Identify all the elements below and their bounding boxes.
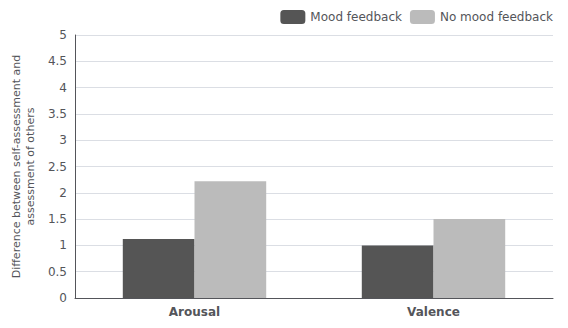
svg-text:2: 2	[59, 186, 67, 200]
svg-text:0.5: 0.5	[48, 265, 67, 279]
svg-text:1: 1	[59, 238, 67, 252]
svg-text:1.5: 1.5	[48, 212, 67, 226]
svg-text:Mood feedback: Mood feedback	[310, 10, 402, 24]
svg-text:Difference between self-assess: Difference between self-assessment and	[10, 55, 23, 278]
svg-text:0: 0	[59, 291, 67, 305]
svg-text:3: 3	[59, 133, 67, 147]
svg-text:assessment of others: assessment of others	[24, 107, 37, 225]
svg-text:2.5: 2.5	[48, 160, 67, 174]
svg-text:Valence: Valence	[407, 305, 460, 319]
svg-text:3.5: 3.5	[48, 107, 67, 121]
svg-text:4.5: 4.5	[48, 54, 67, 68]
svg-text:No mood feedback: No mood feedback	[440, 10, 553, 24]
svg-text:4: 4	[59, 81, 67, 95]
svg-text:5: 5	[59, 28, 67, 42]
svg-text:Arousal: Arousal	[169, 305, 220, 319]
